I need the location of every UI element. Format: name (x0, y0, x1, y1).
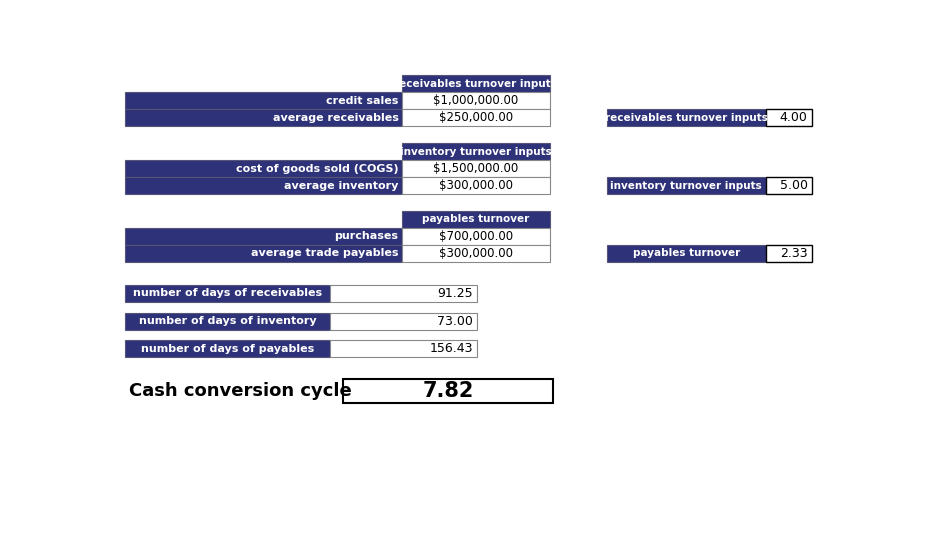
Text: 91.25: 91.25 (437, 287, 473, 300)
Text: 2.33: 2.33 (780, 247, 808, 260)
Text: $300,000.00: $300,000.00 (438, 179, 512, 192)
Text: purchases: purchases (334, 231, 399, 241)
Text: number of days of payables: number of days of payables (140, 344, 314, 354)
Text: 156.43: 156.43 (429, 342, 473, 355)
FancyBboxPatch shape (125, 245, 402, 262)
Text: $300,000.00: $300,000.00 (438, 247, 512, 260)
FancyBboxPatch shape (330, 313, 477, 329)
FancyBboxPatch shape (402, 228, 549, 245)
FancyBboxPatch shape (125, 177, 402, 194)
FancyBboxPatch shape (402, 211, 549, 228)
Text: payables turnover: payables turnover (633, 248, 740, 258)
Text: credit sales: credit sales (326, 96, 399, 106)
FancyBboxPatch shape (402, 177, 549, 194)
FancyBboxPatch shape (125, 340, 330, 357)
Text: inventory turnover inputs: inventory turnover inputs (610, 181, 762, 191)
Text: number of days of inventory: number of days of inventory (139, 316, 316, 326)
FancyBboxPatch shape (344, 379, 552, 404)
FancyBboxPatch shape (330, 285, 477, 302)
FancyBboxPatch shape (125, 285, 330, 302)
Text: $1,000,000.00: $1,000,000.00 (434, 94, 518, 107)
FancyBboxPatch shape (125, 313, 330, 329)
Text: $250,000.00: $250,000.00 (438, 112, 513, 125)
Text: 73.00: 73.00 (437, 315, 473, 328)
Text: Cash conversion cycle: Cash conversion cycle (129, 382, 351, 400)
FancyBboxPatch shape (125, 228, 402, 245)
FancyBboxPatch shape (402, 160, 549, 177)
FancyBboxPatch shape (402, 75, 549, 92)
FancyBboxPatch shape (766, 245, 812, 262)
Text: average trade payables: average trade payables (251, 248, 399, 258)
FancyBboxPatch shape (402, 92, 549, 109)
Text: 4.00: 4.00 (780, 112, 808, 125)
FancyBboxPatch shape (766, 177, 812, 194)
Text: 7.82: 7.82 (422, 381, 474, 401)
Text: average receivables: average receivables (272, 113, 399, 123)
Text: payables turnover: payables turnover (422, 215, 530, 224)
FancyBboxPatch shape (766, 109, 812, 126)
FancyBboxPatch shape (125, 109, 402, 126)
FancyBboxPatch shape (125, 160, 402, 177)
FancyBboxPatch shape (402, 245, 549, 262)
FancyBboxPatch shape (330, 340, 477, 357)
Text: receivables turnover inputs: receivables turnover inputs (605, 113, 768, 123)
FancyBboxPatch shape (402, 109, 549, 126)
Text: cost of goods sold (COGS): cost of goods sold (COGS) (235, 164, 399, 174)
FancyBboxPatch shape (606, 245, 766, 262)
FancyBboxPatch shape (606, 177, 766, 194)
Text: 5.00: 5.00 (779, 179, 808, 192)
FancyBboxPatch shape (606, 109, 766, 126)
Text: $700,000.00: $700,000.00 (438, 230, 513, 243)
Text: average inventory: average inventory (284, 181, 399, 191)
FancyBboxPatch shape (402, 143, 549, 160)
Text: $1,500,000.00: $1,500,000.00 (434, 162, 518, 175)
Text: inventory turnover inputs: inventory turnover inputs (400, 147, 551, 157)
Text: receivables turnover inputs: receivables turnover inputs (395, 79, 557, 89)
FancyBboxPatch shape (125, 92, 402, 109)
Text: number of days of receivables: number of days of receivables (133, 288, 322, 299)
